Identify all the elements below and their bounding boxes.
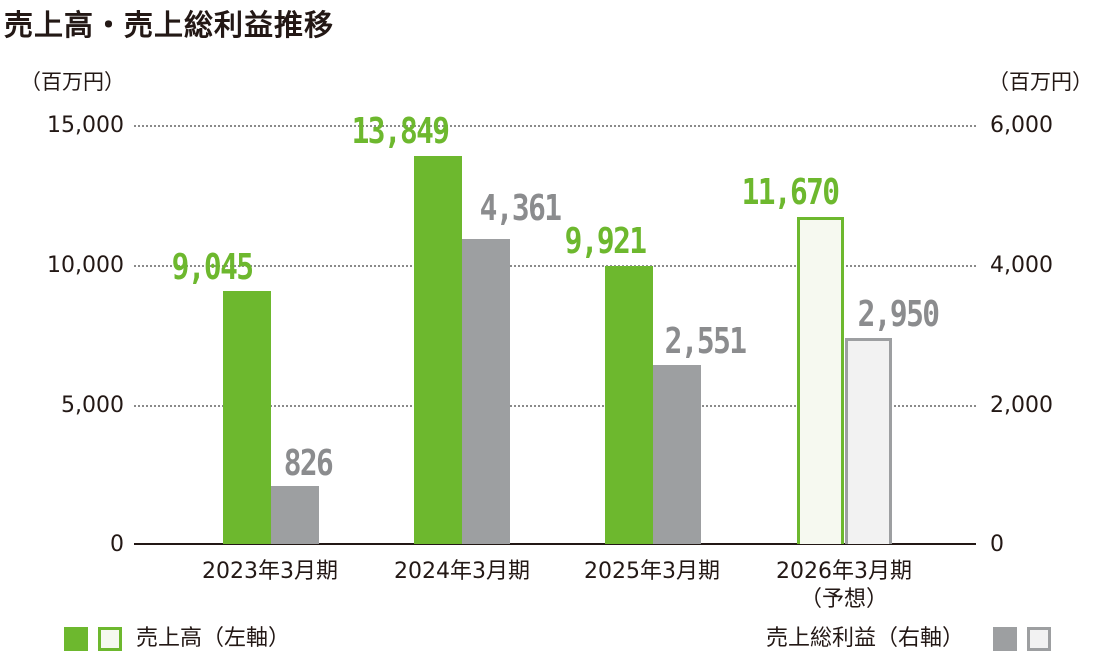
value-label-profit-2026: 2,950 <box>857 294 940 335</box>
x-label-2023: 2023年3月期 <box>202 559 338 584</box>
legend-label-sales: 売上高（左軸） <box>136 626 291 651</box>
x-label-2024: 2024年3月期 <box>394 559 530 584</box>
value-label-profit-2024: 4,361 <box>479 188 562 229</box>
left-tick-10000: 10,000 <box>47 253 124 278</box>
right-axis-unit: （百万円） <box>988 70 1093 94</box>
bar-sales-2024 <box>414 156 462 544</box>
legend-swatch-profit-forecast <box>1027 627 1051 651</box>
x-label-2026: 2026年3月期 <box>776 559 912 584</box>
chart-title: 売上高・売上総利益推移 <box>4 8 335 42</box>
bar-sales-2026-forecast <box>797 217 844 544</box>
bar-sales-2023 <box>223 291 271 544</box>
legend-swatch-sales-actual <box>64 627 88 651</box>
left-tick-15000: 15,000 <box>47 113 124 138</box>
right-tick-4000: 4,000 <box>990 253 1053 278</box>
right-tick-0: 0 <box>990 532 1004 557</box>
value-label-profit-2023: 826 <box>283 443 334 484</box>
gridline-10000 <box>134 265 976 267</box>
left-tick-5000: 5,000 <box>61 393 124 418</box>
gridline-15000 <box>134 125 976 127</box>
value-label-sales-2023: 9,045 <box>171 247 254 288</box>
bar-sales-2025 <box>605 266 653 544</box>
left-tick-0: 0 <box>110 532 124 557</box>
bar-profit-2023 <box>271 486 319 544</box>
bar-profit-2024 <box>462 239 510 544</box>
bar-profit-2025 <box>653 365 701 544</box>
value-label-profit-2025: 2,551 <box>664 321 747 362</box>
legend-swatch-profit-actual <box>993 627 1017 651</box>
value-label-sales-2025: 9,921 <box>564 221 647 262</box>
bar-profit-2026-forecast <box>845 338 892 544</box>
right-tick-2000: 2,000 <box>990 393 1053 418</box>
x-label-2026-forecast-note: （予想） <box>799 587 888 612</box>
right-tick-6000: 6,000 <box>990 113 1053 138</box>
value-label-sales-2024: 13,849 <box>351 111 450 152</box>
x-label-2025: 2025年3月期 <box>584 559 720 584</box>
left-axis-unit: （百万円） <box>20 70 125 94</box>
value-label-sales-2026: 11,670 <box>741 172 840 213</box>
legend-swatch-sales-forecast <box>98 627 122 651</box>
legend-label-profit: 売上総利益（右軸） <box>766 626 965 651</box>
gridline-5000 <box>134 405 976 407</box>
x-axis-baseline <box>134 543 976 545</box>
